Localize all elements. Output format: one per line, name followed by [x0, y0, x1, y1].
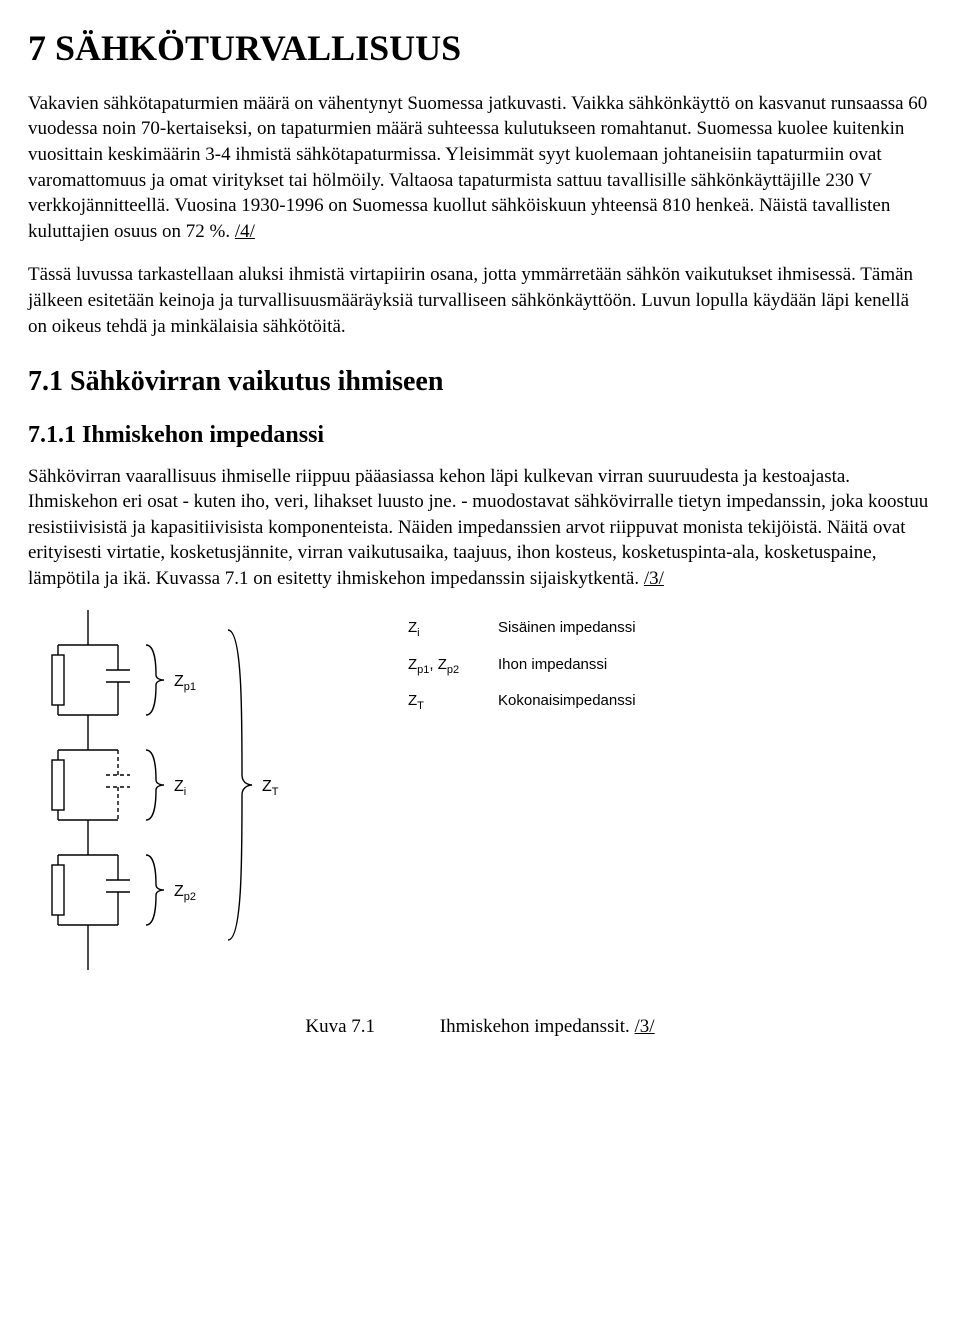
subsection-heading-7-1-1: 7.1.1 Ihmiskehon impedanssi — [28, 419, 932, 451]
paragraph-intro-text: Vakavien sähkötapaturmien määrä on vähen… — [28, 93, 927, 242]
figure-caption-text: Ihmiskehon impedanssit. — [440, 1016, 635, 1037]
paragraph-impedance: Sähkövirran vaarallisuus ihmiselle riipp… — [28, 464, 932, 592]
label-zt: Z — [262, 778, 272, 795]
label-zp1: Z — [174, 673, 184, 690]
paragraph-impedance-text: Sähkövirran vaarallisuus ihmiselle riipp… — [28, 466, 928, 590]
svg-text:Zp1: Zp1 — [174, 673, 196, 693]
label-zt-sub: T — [272, 786, 279, 798]
legend-row: ZT Kokonaisimpedanssi — [408, 691, 636, 714]
svg-text:Zp2: Zp2 — [174, 883, 196, 903]
svg-text:ZT: ZT — [262, 778, 279, 798]
paragraph-overview: Tässä luvussa tarkastellaan aluksi ihmis… — [28, 262, 932, 339]
figure-caption: Kuva 7.1 Ihmiskehon impedanssit. /3/ — [28, 1014, 932, 1040]
label-zp2: Z — [174, 883, 184, 900]
legend-row: Zp1, Zp2 Ihon impedanssi — [408, 655, 636, 678]
legend-description: Kokonaisimpedanssi — [498, 691, 636, 714]
legend-symbol: Zi — [408, 618, 498, 641]
section-heading-7-1: 7.1 Sähkövirran vaikutus ihmiseen — [28, 363, 932, 401]
legend-description: Ihon impedanssi — [498, 655, 607, 678]
figure-caption-number: Kuva 7.1 — [305, 1016, 375, 1037]
reference-link-3a[interactable]: /3/ — [644, 568, 664, 589]
paragraph-intro: Vakavien sähkötapaturmien määrä on vähen… — [28, 91, 932, 245]
legend-row: Zi Sisäinen impedanssi — [408, 618, 636, 641]
reference-link-3b[interactable]: /3/ — [635, 1016, 655, 1037]
legend-description: Sisäinen impedanssi — [498, 618, 636, 641]
page-title: 7 SÄHKÖTURVALLISUUS — [28, 24, 932, 73]
svg-text:Zi: Zi — [174, 778, 186, 798]
reference-link-4[interactable]: /4/ — [235, 221, 255, 242]
label-zi: Z — [174, 778, 184, 795]
label-zp1-sub: p1 — [184, 681, 196, 693]
circuit-diagram: Zp1 Zi Zp2 ZT — [28, 610, 348, 990]
figure-legend: Zi Sisäinen impedanssi Zp1, Zp2 Ihon imp… — [408, 610, 636, 729]
legend-symbol: ZT — [408, 691, 498, 714]
label-zp2-sub: p2 — [184, 891, 196, 903]
label-zi-sub: i — [184, 786, 186, 798]
legend-symbol: Zp1, Zp2 — [408, 655, 498, 678]
figure-7-1: Zp1 Zi Zp2 ZT Zi Sisäinen impedanssi Zp1… — [28, 610, 932, 1040]
